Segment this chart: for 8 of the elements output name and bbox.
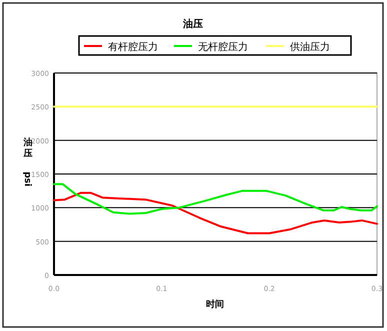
x-axis-title: 时间 (206, 299, 224, 310)
legend-label: 有杆腔压力 (108, 41, 158, 53)
legend-label: 无杆腔压力 (198, 41, 248, 53)
line-series (53, 192, 378, 234)
line-series (53, 183, 378, 215)
legend-label: 供油压力 (290, 41, 330, 53)
text: 油压 psi (22, 138, 32, 186)
chart-title: 油压 (182, 18, 203, 30)
